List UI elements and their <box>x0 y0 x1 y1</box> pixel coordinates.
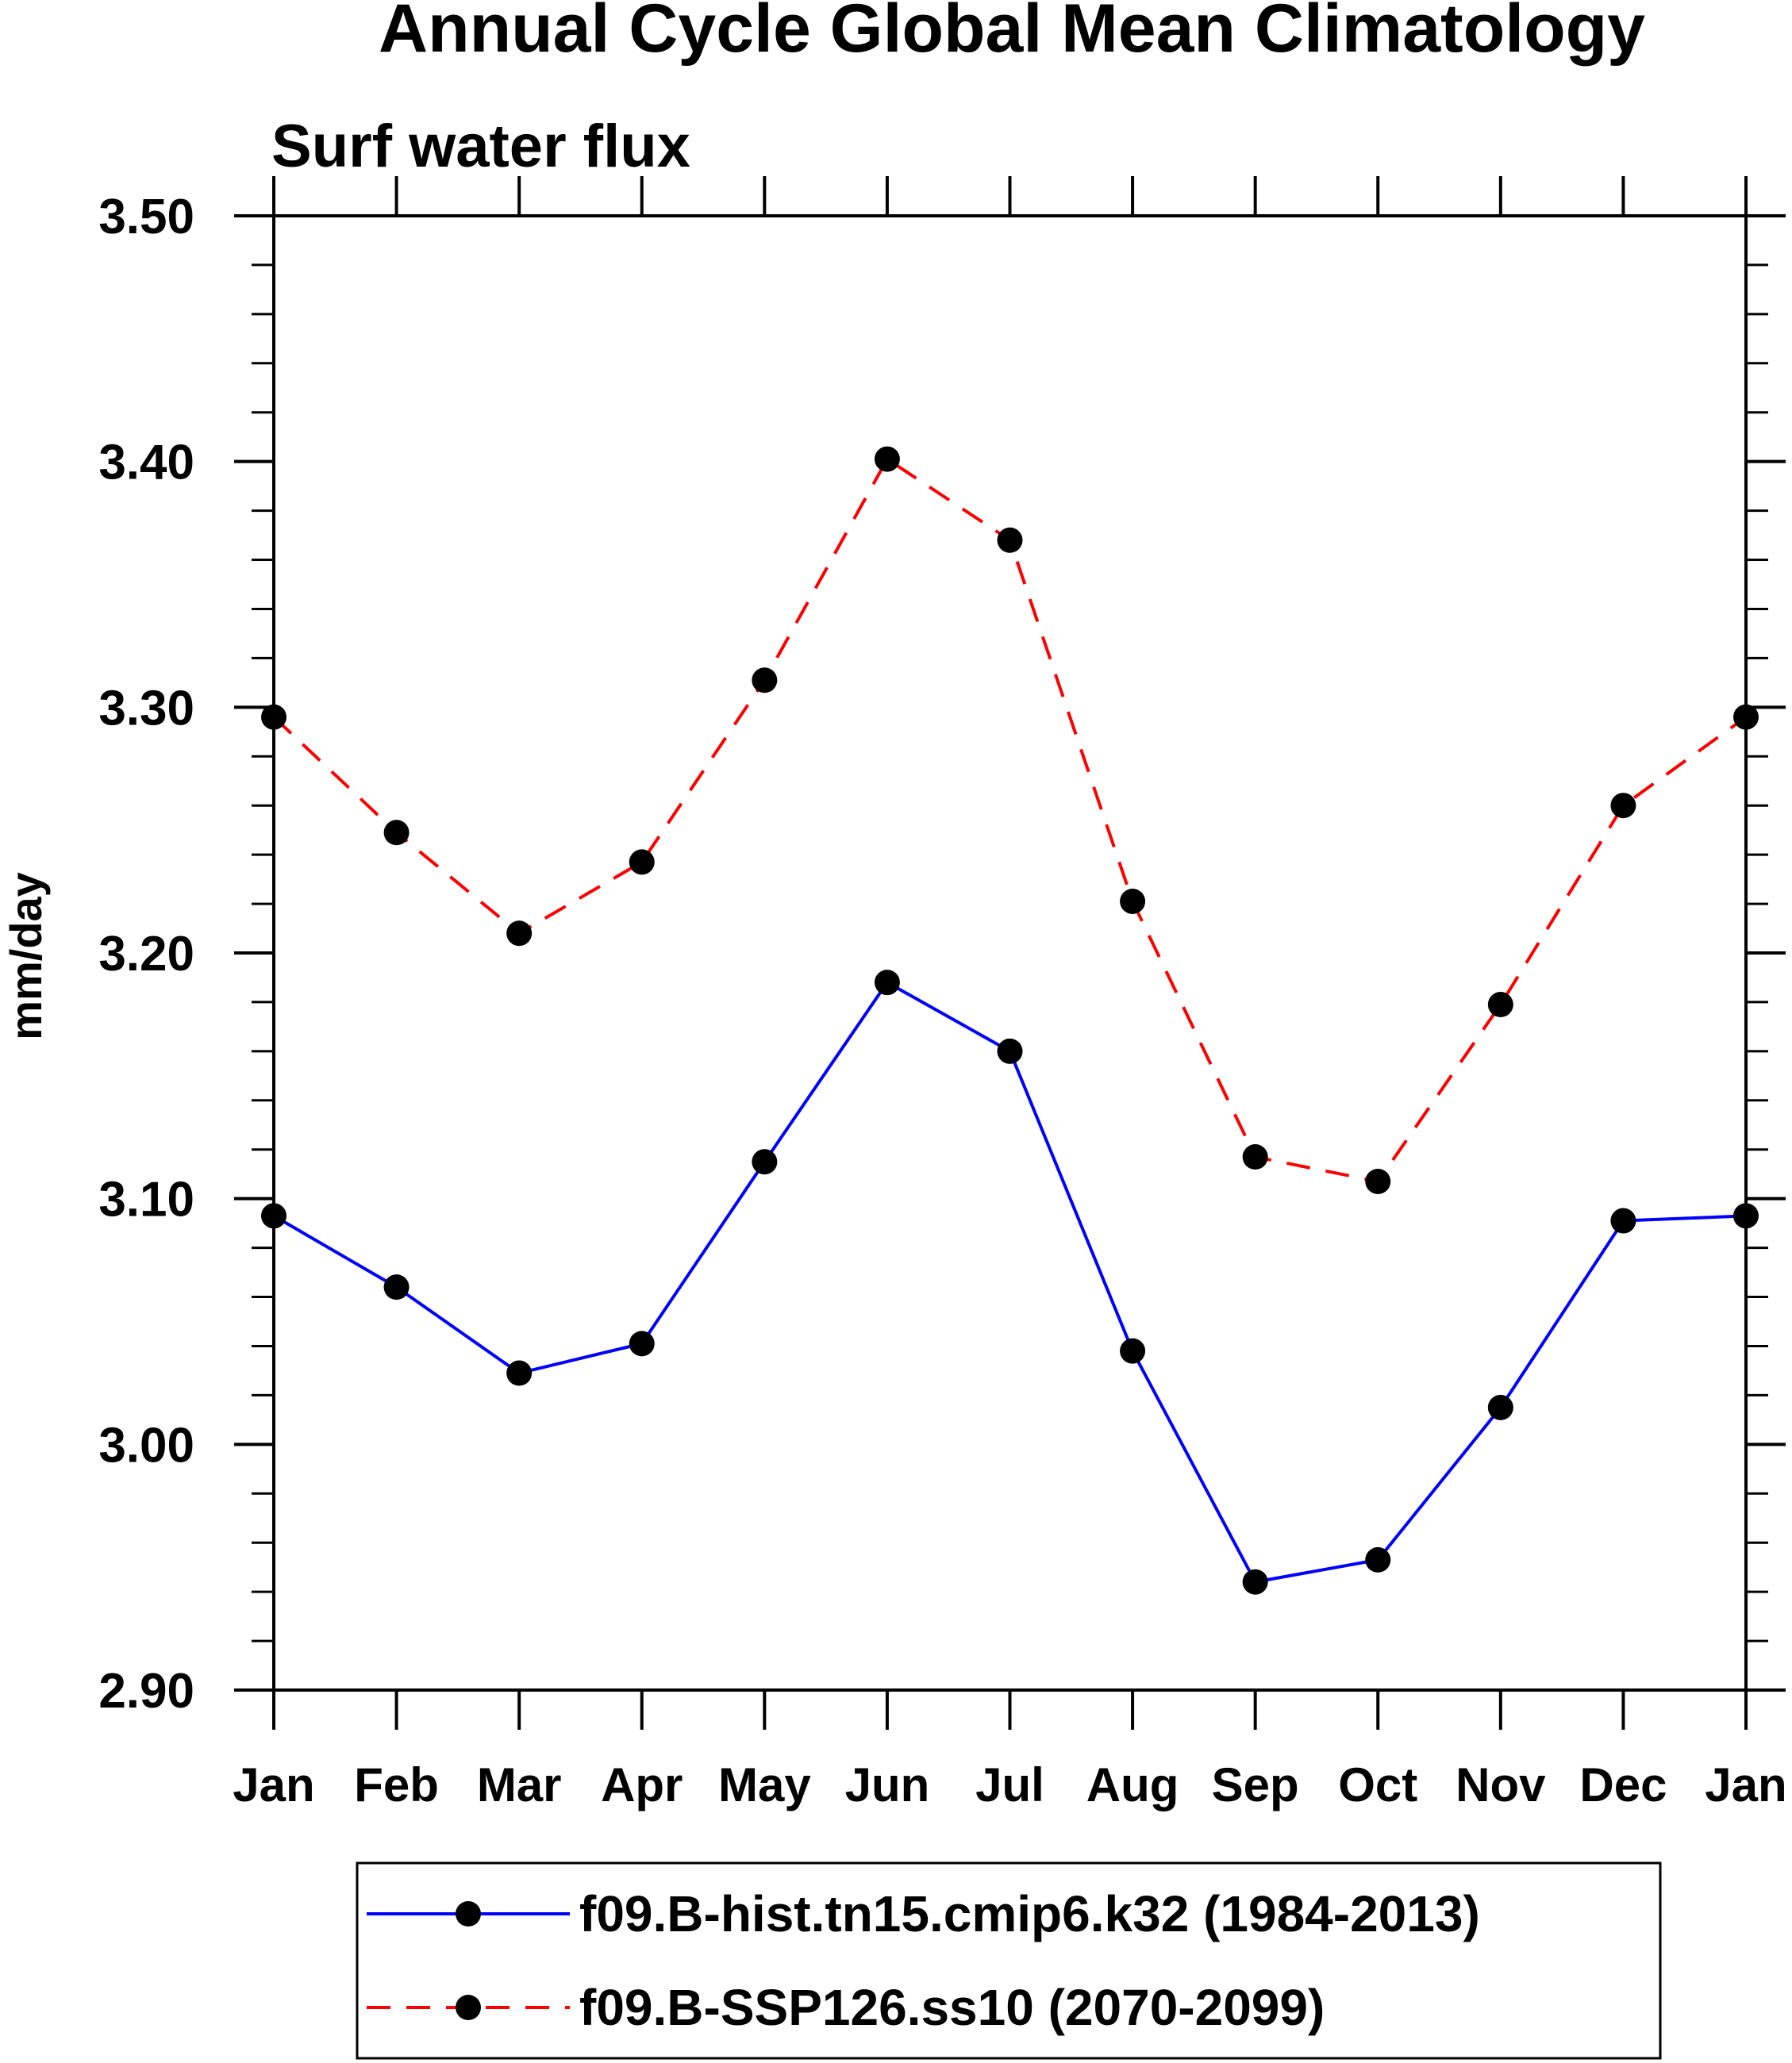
y-tick-labels: 2.90 3.00 3.10 3.20 3.30 3.40 3.50 <box>98 190 194 1719</box>
y-tick-label: 3.50 <box>98 190 194 244</box>
x-tick-label: Feb <box>354 1758 439 1811</box>
data-point <box>1487 992 1513 1018</box>
data-point <box>1120 1338 1146 1364</box>
x-tick-labels: Jan Feb Mar Apr May Jun Jul Aug Sep Oct Nov Dec Jan <box>233 1758 1786 1811</box>
x-tick-label: Sep <box>1212 1758 1299 1811</box>
x-tick-label: Apr <box>601 1758 683 1811</box>
legend-marker <box>456 1901 481 1927</box>
y-tick-label: 3.40 <box>98 436 194 490</box>
x-tick-label: Aug <box>1086 1758 1179 1811</box>
data-point <box>874 446 900 472</box>
series-2 <box>261 446 1759 1194</box>
series-line <box>272 981 1747 1584</box>
data-point <box>261 1203 286 1229</box>
data-point <box>1733 704 1759 730</box>
legend: f09.B-hist.tn15.cmip6.k32 (1984-2013) f09… <box>356 1861 1662 2060</box>
data-point <box>629 1331 655 1357</box>
data-point <box>874 970 900 996</box>
x-tick-label: Jul <box>975 1758 1044 1811</box>
axis-ticks <box>234 176 1786 1730</box>
data-point <box>1610 1208 1636 1234</box>
plot-frame <box>272 214 1748 1692</box>
y-tick-label: 3.20 <box>98 927 194 982</box>
chart-title: Annual Cycle Global Mean Climatology <box>379 0 1645 67</box>
x-tick-label: May <box>718 1758 811 1811</box>
data-point <box>1365 1168 1391 1194</box>
x-tick-label: Jan <box>1705 1758 1786 1811</box>
x-tick-label: Dec <box>1579 1758 1667 1811</box>
data-point <box>1120 888 1146 914</box>
data-point <box>1733 1203 1759 1229</box>
legend-box <box>356 1861 1662 2060</box>
y-tick-label: 2.90 <box>98 1664 194 1719</box>
data-point <box>506 1360 533 1386</box>
data-point <box>383 820 410 846</box>
data-point <box>1610 793 1636 819</box>
data-point <box>261 704 286 730</box>
y-axis-label: mm/day <box>1 872 51 1040</box>
legend-label: f09.B-SSP126.ss10 (2070-2099) <box>579 1979 1325 2036</box>
legend-label: f09.B-hist.tn15.cmip6.k32 (1984-2013) <box>579 1885 1480 1942</box>
series-layer <box>261 446 1759 1595</box>
data-point <box>997 527 1023 553</box>
x-tick-label: Jun <box>845 1758 930 1811</box>
x-tick-label: Mar <box>477 1758 562 1811</box>
series-line <box>272 457 1748 1183</box>
chart-subtitle: Surf water flux <box>271 113 690 180</box>
data-point <box>629 849 655 875</box>
x-tick-label: Jan <box>233 1758 314 1811</box>
data-point <box>1365 1546 1391 1573</box>
series-1 <box>261 970 1759 1595</box>
x-tick-label: Oct <box>1338 1758 1417 1811</box>
data-point <box>1242 1144 1268 1170</box>
legend-entries: f09.B-hist.tn15.cmip6.k32 (1984-2013) f09… <box>367 1885 1480 2036</box>
data-point <box>383 1274 410 1300</box>
legend-marker <box>456 1995 481 2020</box>
y-tick-label: 3.30 <box>98 681 194 736</box>
data-point <box>752 1149 778 1175</box>
data-point <box>1487 1394 1513 1420</box>
data-point <box>997 1038 1023 1064</box>
y-tick-label: 3.10 <box>98 1173 194 1227</box>
y-tick-label: 3.00 <box>98 1418 194 1473</box>
data-point <box>506 920 533 947</box>
data-point <box>752 667 778 693</box>
data-point <box>1242 1569 1268 1595</box>
x-tick-label: Nov <box>1456 1758 1546 1811</box>
